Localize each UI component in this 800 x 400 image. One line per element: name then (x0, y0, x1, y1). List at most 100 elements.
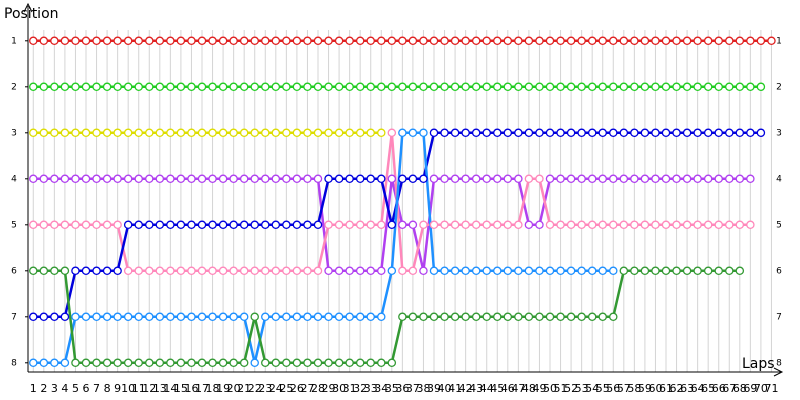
lap-marker (672, 36, 681, 46)
lap-marker (187, 266, 196, 276)
lap-marker (693, 36, 702, 46)
lap-marker (250, 128, 259, 138)
lap-marker (524, 174, 534, 184)
lap-marker (102, 220, 112, 230)
lap-marker (387, 266, 397, 276)
lap-marker (102, 128, 112, 138)
lap-marker (566, 220, 576, 230)
lap-marker (398, 36, 407, 46)
lap-marker (535, 220, 544, 230)
lap-marker (355, 128, 365, 138)
lap-marker (102, 358, 112, 368)
lap-marker (29, 82, 38, 92)
lap-marker (450, 174, 460, 184)
lap-marker (661, 174, 671, 184)
lap-marker (218, 128, 228, 138)
lap-marker (672, 82, 681, 92)
lap-marker (92, 312, 101, 322)
lap-marker (619, 266, 629, 276)
lap-marker (71, 220, 80, 230)
lap-marker (398, 174, 407, 184)
lap-marker (303, 220, 312, 230)
lap-marker (482, 36, 491, 46)
lap-marker (366, 128, 375, 138)
lap-marker (60, 220, 70, 230)
x-tick-label: 31 (343, 382, 357, 395)
lap-marker (609, 266, 618, 276)
lap-marker (577, 82, 586, 92)
lap-marker (535, 128, 544, 138)
lap-marker (113, 82, 122, 92)
lap-marker (39, 312, 49, 322)
y-tick-label-right: 2 (776, 82, 782, 92)
lap-marker (229, 266, 238, 276)
lap-marker (145, 36, 154, 46)
lap-marker (29, 174, 38, 184)
y-tick-label-right: 7 (776, 312, 782, 322)
x-tick-label: 56 (606, 382, 620, 395)
lap-marker (355, 358, 365, 368)
lap-marker (387, 82, 397, 92)
lap-marker (714, 266, 723, 276)
x-tick-label: 29 (322, 382, 336, 395)
lap-marker (408, 174, 418, 184)
lap-marker (566, 128, 576, 138)
lap-marker (366, 82, 375, 92)
lap-marker (545, 312, 555, 322)
x-tick-label: 63 (680, 382, 694, 395)
lap-marker (218, 312, 228, 322)
x-tick-label: 27 (300, 382, 314, 395)
lap-marker (545, 128, 555, 138)
lap-marker (587, 312, 597, 322)
lap-marker (377, 220, 386, 230)
lap-marker (271, 266, 281, 276)
lap-marker (503, 312, 513, 322)
lap-marker (366, 36, 375, 46)
lap-marker (682, 266, 692, 276)
lap-marker (261, 358, 270, 368)
lap-marker (313, 174, 323, 184)
lap-marker (545, 36, 555, 46)
lap-marker (60, 312, 70, 322)
lap-marker (250, 36, 259, 46)
lap-marker (282, 82, 291, 92)
lap-marker (355, 312, 365, 322)
lap-marker (387, 220, 397, 230)
lap-marker (166, 312, 175, 322)
lap-marker (71, 312, 80, 322)
lap-marker (419, 36, 428, 46)
x-tick-label: 65 (701, 382, 715, 395)
lap-marker (303, 266, 312, 276)
lap-marker (429, 312, 439, 322)
lap-marker (166, 36, 175, 46)
lap-marker (303, 82, 312, 92)
x-tick-label: 50 (543, 382, 557, 395)
lap-marker (134, 174, 143, 184)
lap-marker (113, 220, 122, 230)
lap-marker (123, 266, 133, 276)
lap-marker (92, 82, 101, 92)
lap-marker (324, 266, 333, 276)
lap-marker (313, 128, 323, 138)
lap-marker (714, 36, 723, 46)
lap-marker (440, 36, 449, 46)
lap-marker (503, 36, 513, 46)
lap-marker (735, 82, 745, 92)
y-tick-label-right: 5 (776, 220, 782, 230)
lap-marker (303, 358, 312, 368)
lap-marker (239, 36, 249, 46)
x-tick-label: 49 (532, 382, 546, 395)
lap-marker (250, 220, 259, 230)
lap-marker (134, 220, 143, 230)
lap-marker (493, 220, 502, 230)
lap-marker (450, 36, 460, 46)
lap-marker (556, 174, 565, 184)
lap-marker (71, 128, 80, 138)
lap-marker (197, 174, 207, 184)
lap-marker (471, 82, 481, 92)
x-tick-label: 37 (406, 382, 420, 395)
lap-marker (282, 174, 291, 184)
lap-marker (661, 82, 671, 92)
x-tick-label: 58 (627, 382, 641, 395)
lap-marker (71, 82, 80, 92)
